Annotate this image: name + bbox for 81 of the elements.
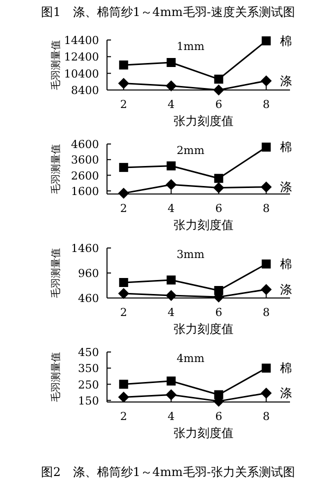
y-tick-label: 460 (78, 292, 99, 305)
point (262, 142, 271, 152)
y-tick-label: 450 (78, 346, 99, 359)
point (119, 60, 128, 70)
series-label: 棉 (280, 257, 292, 271)
point (260, 181, 272, 192)
x-axis-title: 张力刻度值 (174, 322, 234, 336)
y-axis-title: 毛羽测量值 (50, 40, 62, 90)
y-tick-label: 12400 (64, 50, 99, 64)
caption: 图1 涤、棉筒纱1～4mm毛羽-速度关系测试图 (41, 5, 295, 19)
point (166, 179, 177, 190)
y-tick-label: 1460 (71, 242, 99, 255)
x-tick-label: 2 (120, 306, 128, 319)
x-tick-label: 6 (215, 410, 222, 423)
point (118, 78, 130, 89)
point (260, 388, 272, 399)
x-tick-label: 8 (262, 98, 270, 111)
point (213, 84, 224, 96)
series-label: 棉 (280, 34, 292, 48)
x-tick-label: 8 (262, 410, 270, 423)
point (166, 58, 176, 67)
series-label: 棉 (280, 140, 292, 154)
x-tick-label: 4 (168, 410, 175, 423)
y-tick-label: 2600 (71, 169, 99, 182)
point (166, 161, 176, 170)
point (166, 276, 176, 284)
x-tick-label: 2 (120, 410, 128, 423)
y-tick-label: 1600 (71, 184, 99, 198)
point (118, 288, 130, 299)
y-axis-title: 毛羽测量值 (50, 144, 62, 194)
y-tick-label: 3600 (71, 154, 99, 167)
x-tick-label: 4 (168, 306, 175, 319)
series-label: 棉 (280, 361, 292, 376)
x-tick-label: 2 (120, 98, 128, 111)
chart-title: 4mm (176, 352, 205, 365)
y-tick-label: 150 (78, 394, 99, 408)
point (166, 290, 177, 301)
x-axis-title: 张力刻度值 (174, 114, 234, 128)
y-axis-title: 毛羽测量值 (50, 248, 62, 298)
x-tick-label: 2 (120, 202, 128, 215)
x-axis-title: 张力刻度值 (174, 218, 234, 232)
chart-title: 3mm (176, 248, 205, 261)
point (119, 162, 128, 172)
point (213, 182, 224, 194)
x-axis-title: 张力刻度值 (174, 426, 234, 440)
point (118, 188, 130, 199)
point (166, 389, 177, 400)
point (119, 380, 128, 389)
x-tick-label: 4 (168, 202, 175, 215)
point (214, 174, 224, 183)
point (262, 260, 271, 268)
point (166, 376, 176, 386)
x-tick-label: 8 (262, 202, 270, 215)
x-tick-label: 6 (215, 306, 222, 319)
series-label: 涤 (280, 74, 292, 88)
chart-title: 1mm (176, 40, 205, 53)
y-tick-label: 14400 (64, 34, 99, 47)
point (214, 74, 224, 84)
y-tick-label: 250 (78, 378, 99, 392)
caption: 图2 涤、棉筒纱1～4mm毛羽-张力关系测试图 (41, 465, 295, 479)
y-tick-label: 10400 (64, 67, 99, 80)
y-tick-label: 8400 (71, 84, 99, 97)
series-label: 涤 (280, 180, 292, 194)
y-tick-label: 960 (78, 267, 99, 280)
series-label: 涤 (280, 282, 292, 296)
y-tick-label: 350 (78, 362, 99, 376)
x-tick-label: 4 (168, 98, 175, 111)
point (260, 75, 272, 86)
point (260, 284, 272, 295)
point (119, 278, 128, 287)
y-axis-title: 毛羽测量值 (50, 352, 62, 402)
point (262, 364, 271, 373)
point (166, 80, 177, 92)
point (262, 36, 271, 46)
chart-title: 2mm (176, 144, 205, 157)
point (118, 392, 130, 403)
x-tick-label: 8 (262, 306, 270, 319)
x-tick-label: 6 (215, 202, 222, 215)
y-tick-label: 4600 (71, 138, 99, 151)
x-tick-label: 6 (215, 98, 222, 111)
series-label: 涤 (280, 386, 292, 400)
